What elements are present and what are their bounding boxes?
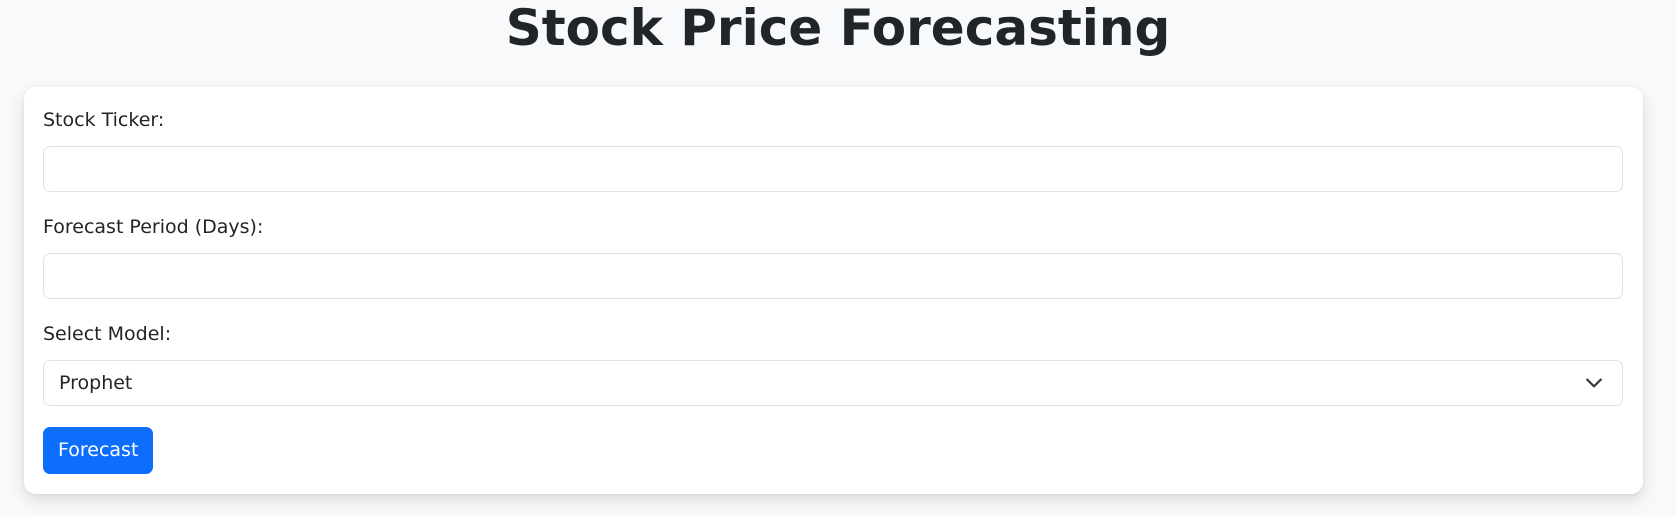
page-title: Stock Price Forecasting	[505, 0, 1171, 57]
model-select-value: Prophet	[59, 372, 133, 394]
stock-ticker-input[interactable]	[43, 146, 1623, 192]
forecast-period-input[interactable]	[43, 253, 1623, 299]
forecast-period-label: Forecast Period (Days):	[43, 216, 264, 238]
forecast-form-card: Stock Ticker: Forecast Period (Days): Se…	[24, 87, 1643, 494]
chevron-down-icon	[1586, 378, 1602, 388]
forecast-button[interactable]: Forecast	[43, 427, 154, 474]
select-model-label: Select Model:	[43, 323, 172, 345]
stock-ticker-label: Stock Ticker:	[43, 109, 165, 131]
model-select[interactable]: Prophet	[43, 360, 1623, 406]
